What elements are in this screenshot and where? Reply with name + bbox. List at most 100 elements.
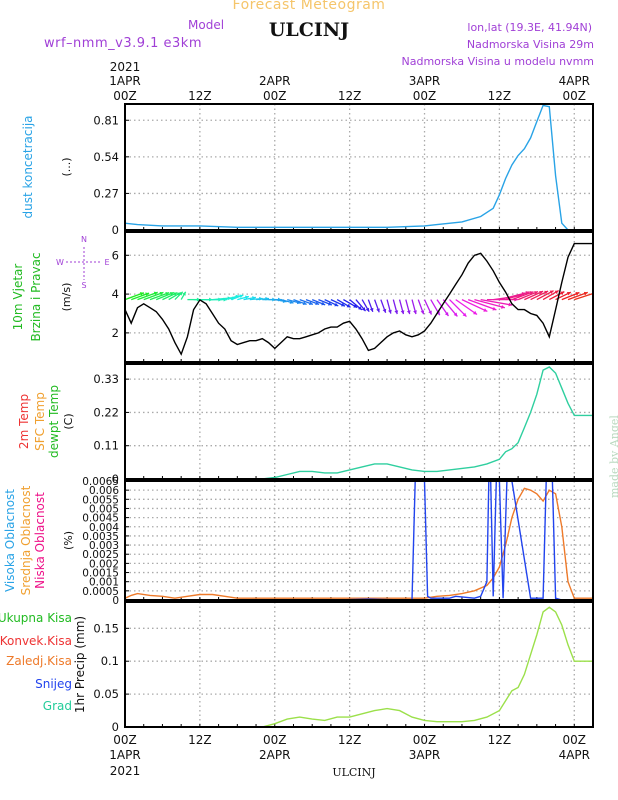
wind-arrow-head bbox=[353, 304, 358, 308]
y-tick-label: 0.0005 bbox=[82, 586, 119, 598]
wind-arrow-head bbox=[566, 291, 571, 296]
model-name: wrf–nmm_v3.9.1 e3km bbox=[44, 36, 202, 51]
legend-label: Grad bbox=[43, 699, 72, 713]
legend-label: Ukupna Kisa bbox=[0, 611, 72, 625]
y-tick-label: 0.0025 bbox=[82, 549, 119, 561]
wind-arrow-head bbox=[365, 307, 370, 312]
wind-arrow-head bbox=[327, 301, 332, 306]
wind-arrow-head bbox=[444, 312, 449, 316]
wind-arrow-head bbox=[239, 294, 244, 299]
wind-arrow-head bbox=[473, 310, 478, 315]
panel-frame bbox=[124, 480, 594, 601]
y-axis-unit: (m/s) bbox=[60, 283, 73, 312]
compass-north: N bbox=[81, 235, 87, 244]
y-axis-label: Niska Oblacnost bbox=[33, 492, 47, 589]
y-tick-label: 0 bbox=[112, 595, 119, 607]
y-tick-label: 0.05 bbox=[93, 687, 119, 701]
legend-label: Konvek.Kisa bbox=[0, 634, 72, 648]
y-tick-label: 0.81 bbox=[93, 113, 119, 127]
wind-arrow-head bbox=[139, 292, 144, 296]
bottom-hour-label: 12Z bbox=[188, 733, 212, 747]
station-name: ULCINJ bbox=[268, 19, 350, 41]
wind-arrow-head bbox=[153, 291, 158, 296]
wind-arrow-head bbox=[361, 307, 366, 312]
wind-arrow-head bbox=[382, 308, 387, 313]
y-tick-label: 0.0055 bbox=[82, 494, 119, 506]
panel-frame bbox=[124, 231, 594, 363]
y-tick-label: 4 bbox=[112, 287, 119, 301]
top-hour-label: 00Z bbox=[263, 89, 287, 103]
y-axis-unit: 1hr Precip (mm) bbox=[73, 616, 87, 713]
bottom-date-label: 2APR bbox=[259, 748, 290, 762]
wind-arrow bbox=[517, 290, 539, 301]
bottom-hour-label: 00Z bbox=[563, 733, 587, 747]
wind-arrow-head bbox=[178, 291, 183, 296]
compass-south: S bbox=[81, 281, 86, 290]
top-year-label: 2021 bbox=[110, 60, 141, 74]
wind-arrow-head bbox=[165, 291, 170, 296]
wind-arrow-head bbox=[173, 292, 178, 296]
y-axis-unit: (%) bbox=[62, 531, 75, 550]
wind-arrow-head bbox=[413, 310, 417, 315]
panel-precip: 0 0.05 0.1 0.15 Ukupna Kisa Konvek.Kisa Zaledj… bbox=[0, 601, 594, 734]
wind-arrow-head bbox=[245, 295, 249, 300]
panel-frame bbox=[124, 103, 594, 231]
wind-arrow-head bbox=[549, 290, 554, 295]
bottom-hour-label: 00Z bbox=[263, 733, 287, 747]
wind-arrow-head bbox=[534, 291, 539, 295]
y-axis-label: 2m Temp bbox=[17, 394, 31, 449]
y-tick-label: 0.002 bbox=[89, 558, 119, 570]
wind-arrow bbox=[449, 299, 467, 318]
wind-arrow-head bbox=[400, 310, 405, 315]
y-tick-label: 0.22 bbox=[93, 405, 119, 419]
bottom-year-label: 2021 bbox=[110, 764, 141, 778]
top-date-label: 3APR bbox=[409, 74, 440, 88]
y-tick-label: 0.27 bbox=[93, 186, 119, 200]
model-elevation: Nadmorska Visina u modelu nvmm bbox=[401, 55, 595, 68]
wind-arrow-head bbox=[346, 303, 351, 308]
wind-arrow-head bbox=[560, 291, 565, 295]
wind-arrow-head bbox=[539, 290, 544, 295]
wind-arrow-head bbox=[334, 302, 339, 307]
y-tick-label: 2 bbox=[112, 326, 119, 340]
wind-arrow-head bbox=[529, 291, 534, 295]
legend-label: Snijeg bbox=[35, 677, 72, 691]
y-tick-label: 0.006 bbox=[89, 485, 119, 497]
wind-arrow-head bbox=[436, 311, 440, 316]
y-tick-label: 0.003 bbox=[89, 540, 119, 552]
footer-station-label: ULCINJ bbox=[332, 766, 375, 779]
wind-arrow bbox=[442, 299, 458, 317]
wind-arrow-head bbox=[321, 301, 326, 306]
panel-wind: 2 4 6 10m Vjetar Brzina i Pravac (m/s) N S W E bbox=[11, 231, 594, 363]
wind-arrow-head bbox=[315, 301, 320, 305]
model-label: Model bbox=[188, 18, 225, 32]
compass-west: W bbox=[56, 258, 64, 267]
wind-arrow-head bbox=[544, 290, 549, 295]
wind-arrow-head bbox=[340, 302, 345, 307]
wind-arrow-head bbox=[394, 310, 399, 315]
series-line-dust-0 bbox=[125, 104, 593, 230]
bottom-date-label: 1APR bbox=[109, 748, 140, 762]
y-tick-label: 0.0015 bbox=[82, 568, 119, 580]
y-tick-label: 0.1 bbox=[101, 654, 119, 668]
wind-arrow-head bbox=[554, 290, 559, 295]
wind-arrow-head bbox=[406, 310, 411, 315]
wind-arrow-head bbox=[428, 310, 432, 315]
y-tick-label: 0.11 bbox=[93, 439, 119, 453]
top-date-label: 2APR bbox=[259, 74, 290, 88]
y-axis-label: dewpt Temp bbox=[47, 385, 61, 458]
panel-temperature: 0 0.11 0.22 0.33 2m Temp SFC Temp dewpt Temp (C… bbox=[17, 363, 594, 486]
y-axis-label: SFC Temp bbox=[33, 392, 47, 451]
wind-arrow-head bbox=[575, 292, 580, 296]
wind-arrow-head bbox=[583, 291, 588, 296]
y-tick-label: 0.005 bbox=[89, 503, 119, 515]
wind-arrow bbox=[474, 298, 506, 309]
bottom-hour-label: 00Z bbox=[413, 733, 437, 747]
top-hour-label: 12Z bbox=[488, 89, 512, 103]
wind-arrow bbox=[455, 299, 478, 316]
y-tick-label: 0 bbox=[112, 720, 119, 734]
y-tick-label: 0.0035 bbox=[82, 531, 119, 543]
bottom-hour-label: 12Z bbox=[338, 733, 362, 747]
y-axis-unit: (C) bbox=[62, 413, 75, 429]
